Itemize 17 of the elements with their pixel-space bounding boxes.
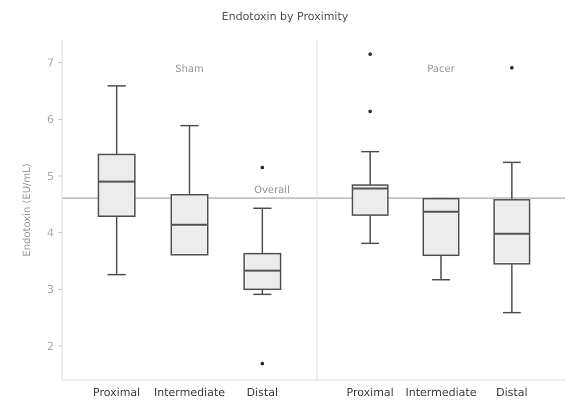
y-tick-label: 4 bbox=[47, 226, 54, 240]
x-tick-label: Intermediate bbox=[406, 386, 477, 399]
x-tick-label: Distal bbox=[246, 386, 278, 399]
chart-title: Endotoxin by Proximity bbox=[222, 10, 349, 23]
x-tick-label: Distal bbox=[496, 386, 528, 399]
y-tick-label: 5 bbox=[47, 170, 54, 183]
y-tick-label: 7 bbox=[47, 56, 54, 70]
annotation: Sham bbox=[175, 64, 204, 75]
y-tick-label: 2 bbox=[47, 340, 54, 353]
x-tick-label: Proximal bbox=[346, 386, 394, 399]
x-tick-label: Intermediate bbox=[154, 386, 226, 399]
y-tick-label: 3 bbox=[47, 283, 54, 296]
y-axis-title: Endotoxin (EU/mL) bbox=[22, 163, 33, 257]
annotation: Pacer bbox=[427, 64, 456, 75]
x-tick-label: Proximal bbox=[93, 386, 140, 399]
y-tick-label: 6 bbox=[47, 113, 54, 126]
ref-line-label: Overall bbox=[254, 185, 290, 196]
